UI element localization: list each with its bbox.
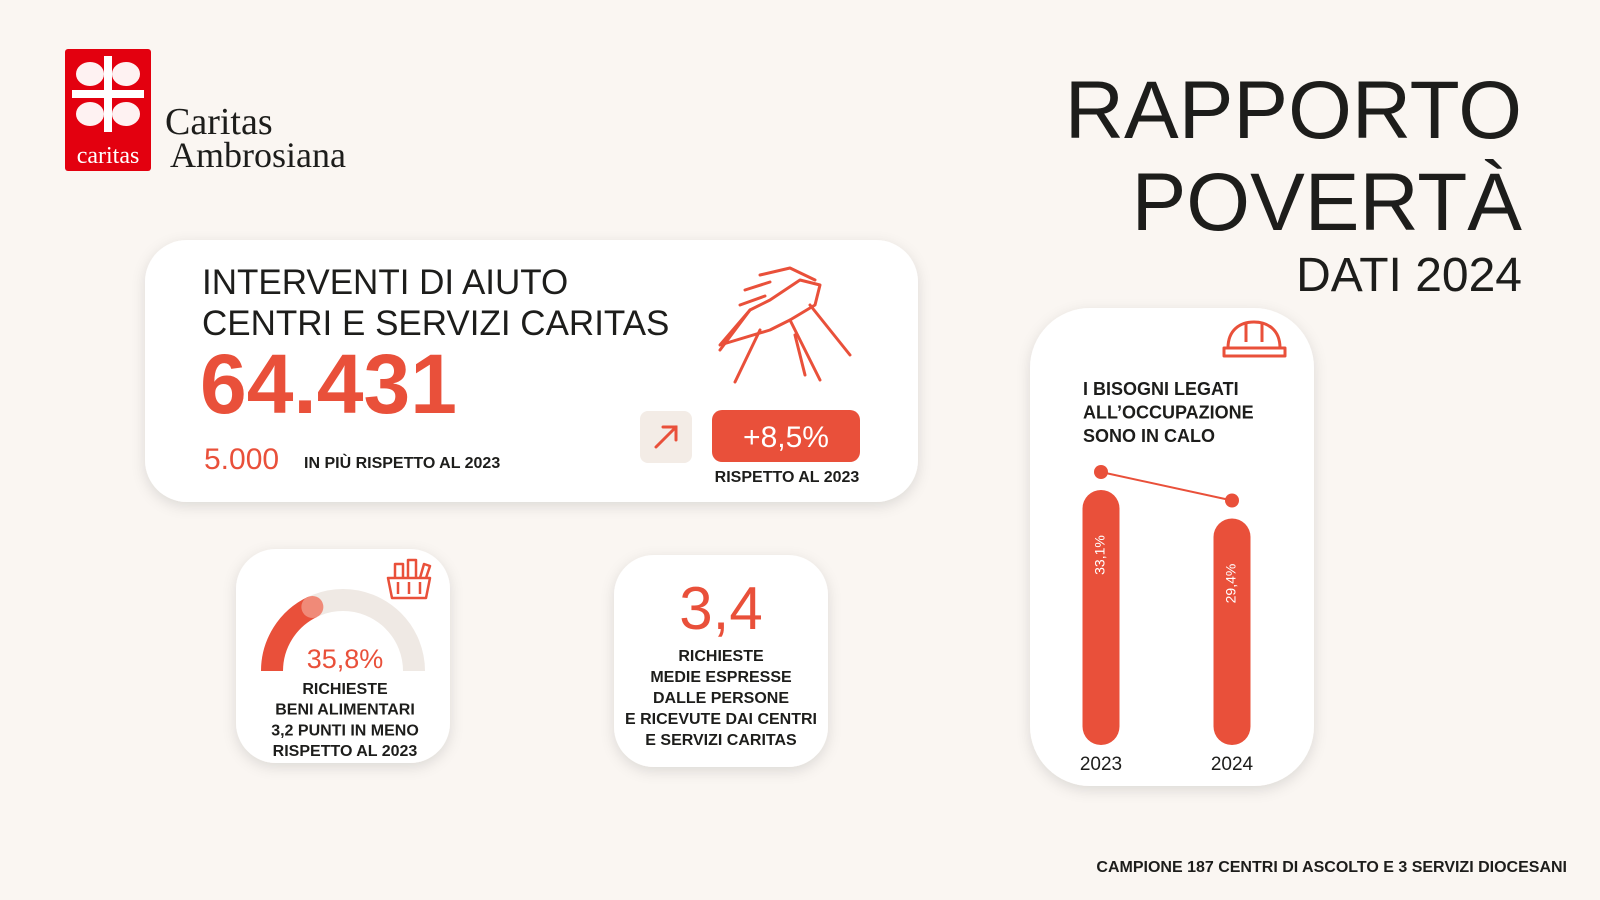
card-title: CENTRI E SERVIZI CARITAS	[202, 304, 669, 343]
text-line: E SERVIZI CARITAS	[645, 732, 797, 749]
food-value: 35,8%	[307, 644, 384, 674]
text-line: E RICEVUTE DAI CENTRI	[625, 711, 817, 728]
average-card	[614, 555, 828, 767]
text-line: RISPETTO AL 2023	[273, 743, 418, 760]
subtitle: DATI 2024	[1296, 249, 1522, 302]
bar-value-label: 29,4%	[1223, 564, 1239, 604]
text-line: DALLE PERSONE	[653, 690, 789, 707]
text-line: SONO IN CALO	[1083, 426, 1215, 446]
change-pill	[712, 410, 860, 462]
trend-line	[1100, 471, 1233, 502]
logo: caritas Caritas Ambrosiana	[65, 49, 346, 175]
change-value: +8,5%	[743, 421, 829, 454]
trend-dot	[1094, 465, 1108, 479]
arrow-icon	[654, 425, 678, 449]
bar	[1082, 490, 1120, 745]
card-title: INTERVENTI DI AIUTO	[202, 263, 568, 302]
trend-dot	[1225, 493, 1239, 508]
text-line: I BISOGNI LEGATI	[1083, 379, 1239, 399]
increase-note: IN PIÙ RISPETTO AL 2023	[304, 453, 500, 472]
increase-value: 5.000	[204, 443, 279, 476]
text-line: MEDIE ESPRESSE	[650, 669, 792, 686]
change-note: RISPETTO AL 2023	[715, 469, 860, 486]
bar	[1213, 518, 1251, 745]
logo-name: Caritas	[165, 101, 273, 143]
basket-icon	[386, 558, 432, 600]
text-line: RICHIESTE	[302, 681, 388, 698]
text-line: 3,2 PUNTI IN MENO	[271, 722, 419, 739]
bar-value-label: 33,1%	[1092, 535, 1108, 575]
food-card	[236, 549, 450, 763]
text-line: RICHIESTE	[678, 648, 764, 665]
handshake-icon	[718, 266, 852, 384]
text-line: BENI ALIMENTARI	[275, 702, 415, 719]
total-value: 64.431	[200, 337, 457, 431]
year-label: 2024	[1211, 754, 1254, 775]
title: RAPPORTO	[1065, 65, 1522, 156]
year-label: 2023	[1080, 754, 1122, 775]
logo-badge-text: caritas	[77, 143, 140, 169]
helmet-icon	[1222, 320, 1287, 358]
gauge-cap	[301, 595, 324, 618]
footer: CAMPIONE 187 CENTRI DI ASCOLTO E 3 SERVI…	[1096, 859, 1567, 876]
average-value: 3,4	[679, 575, 762, 642]
text-line: ALL’OCCUPAZIONE	[1083, 403, 1254, 423]
logo-cross	[72, 56, 144, 132]
title: POVERTÀ	[1132, 157, 1523, 248]
logo-name: Ambrosiana	[170, 135, 346, 175]
